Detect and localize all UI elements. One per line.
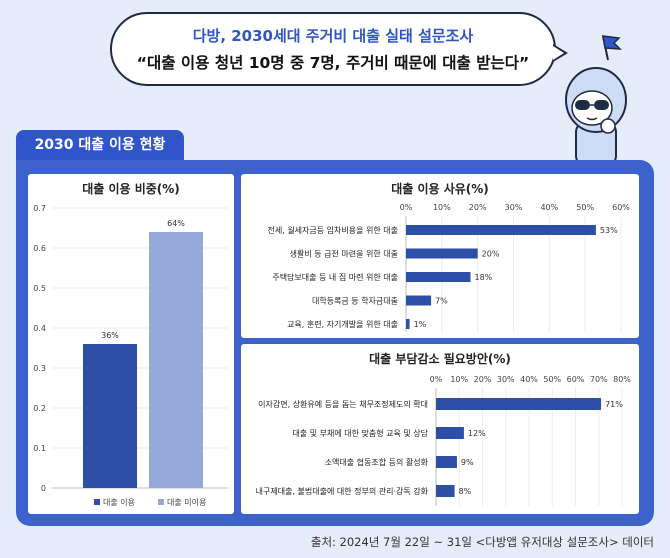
y-tick-label: 0 bbox=[41, 484, 46, 493]
x-tick-label: 40% bbox=[520, 375, 538, 384]
source-footnote: 출처: 2024년 7월 22일 ~ 31일 <다방앱 유저대상 설문조사> 데… bbox=[310, 535, 654, 549]
category-label: 교육, 훈련, 자기개발을 위한 대출 bbox=[287, 319, 398, 329]
chart-title: 대출 부담감소 필요방안(%) bbox=[369, 351, 511, 366]
bar bbox=[436, 456, 457, 468]
y-tick-label: 0.4 bbox=[33, 324, 46, 333]
legend-swatch bbox=[158, 499, 164, 505]
bar-loan-user bbox=[83, 344, 137, 488]
legend-entry: 대출 미이용 bbox=[167, 497, 206, 507]
x-tick-label: 70% bbox=[590, 375, 608, 384]
x-tick-label: 30% bbox=[505, 203, 523, 212]
category-label: 내구제대출, 불법대출에 대한 정부의 관리·감독 강화 bbox=[256, 486, 429, 496]
data-label: 20% bbox=[482, 250, 500, 259]
data-label: 12% bbox=[468, 429, 486, 438]
x-tick-label: 0% bbox=[400, 203, 413, 212]
data-label: 53% bbox=[600, 226, 618, 235]
mascot-illustration bbox=[565, 35, 627, 167]
x-tick-label: 60% bbox=[612, 203, 630, 212]
x-tick-label: 20% bbox=[469, 203, 487, 212]
y-tick-label: 0.6 bbox=[33, 244, 46, 253]
x-tick-label: 60% bbox=[567, 375, 585, 384]
y-tick-label: 0.3 bbox=[33, 364, 46, 373]
data-label: 1% bbox=[414, 320, 427, 329]
chart-title: 대출 이용 사유(%) bbox=[391, 181, 489, 196]
usage-share-card: 대출 이용 비중(%) 0 0.1 0.2 0.3 0.4 0.5 0.6 0.7 36% 64% 대… bbox=[28, 174, 234, 514]
headline-bubble: 다방, 2030세대 주거비 대출 실태 설문조사 “대출 이용 청년 10명 … bbox=[110, 12, 568, 86]
usage-share-chart: 대출 이용 비중(%) 0 0.1 0.2 0.3 0.4 0.5 0.6 0.7 36% 64% 대… bbox=[33, 181, 228, 507]
bar-non-user bbox=[149, 232, 203, 488]
survey-title: 다방, 2030세대 주거비 대출 실태 설문조사 bbox=[192, 27, 474, 45]
x-tick-label: 20% bbox=[474, 375, 492, 384]
loan-reason-card: 대출 이용 사유(%) 0% 10% 20% 30% 40% 50% 60% 전세, 월세자금등… bbox=[241, 174, 639, 338]
category-label: 소액대출 협동조합 등의 활성화 bbox=[325, 457, 429, 467]
category-label: 대학등록금 등 학자금대출 bbox=[312, 296, 398, 306]
data-label: 8% bbox=[459, 487, 472, 496]
loan-reason-chart: 대출 이용 사유(%) 0% 10% 20% 30% 40% 50% 60% 전세, 월세자금등… bbox=[268, 181, 630, 332]
data-label: 9% bbox=[461, 458, 474, 467]
category-label: 이자감면, 상환유예 등을 돕는 채무조정제도의 확대 bbox=[258, 399, 428, 409]
bar bbox=[436, 398, 602, 410]
bar bbox=[436, 485, 455, 497]
chart-title: 대출 이용 비중(%) bbox=[82, 181, 180, 196]
x-tick-label: 40% bbox=[540, 203, 558, 212]
burden-reduction-chart: 대출 부담감소 필요방안(%) 0% 10% 20% 30% 40% 50% 60% 70% 80… bbox=[256, 351, 631, 506]
category-label: 주택담보대출 등 내 집 마련 위한 대출 bbox=[272, 272, 398, 282]
legend-swatch bbox=[94, 499, 100, 505]
x-tick-label: 10% bbox=[433, 203, 451, 212]
bar bbox=[406, 225, 596, 235]
data-label: 7% bbox=[435, 297, 448, 306]
bar bbox=[436, 427, 464, 439]
category-label: 대출 및 부채에 대한 맞춤형 교육 및 상담 bbox=[292, 428, 428, 438]
y-tick-label: 0.2 bbox=[33, 404, 46, 413]
x-tick-label: 50% bbox=[543, 375, 561, 384]
bar bbox=[406, 319, 410, 329]
data-label: 64% bbox=[167, 219, 185, 228]
headline-quote: “대출 이용 청년 10명 중 7명, 주거비 때문에 대출 받는다” bbox=[136, 54, 530, 72]
y-tick-label: 0.1 bbox=[33, 444, 46, 453]
y-tick-label: 0.5 bbox=[33, 284, 46, 293]
bar bbox=[406, 248, 478, 259]
data-label: 18% bbox=[475, 273, 493, 282]
data-label: 71% bbox=[605, 400, 623, 409]
burden-reduction-card: 대출 부담감소 필요방안(%) 0% 10% 20% 30% 40% 50% 60% 70% 80… bbox=[241, 344, 639, 514]
x-tick-label: 80% bbox=[613, 375, 631, 384]
y-tick-label: 0.7 bbox=[33, 204, 46, 213]
legend-entry: 대출 이용 bbox=[103, 497, 135, 507]
category-label: 생활비 등 급전 마련을 위한 대출 bbox=[290, 249, 398, 259]
bubble-tail-inner bbox=[553, 46, 564, 60]
x-tick-label: 30% bbox=[497, 375, 515, 384]
category-label: 전세, 월세자금등 임차비용을 위한 대출 bbox=[268, 225, 398, 235]
x-tick-label: 50% bbox=[576, 203, 594, 212]
bar bbox=[406, 272, 471, 282]
data-label: 36% bbox=[101, 331, 119, 340]
section-tab: 2030 대출 이용 현황 bbox=[16, 130, 184, 160]
bar bbox=[406, 295, 432, 306]
x-tick-label: 10% bbox=[450, 375, 468, 384]
x-tick-label: 0% bbox=[430, 375, 443, 384]
